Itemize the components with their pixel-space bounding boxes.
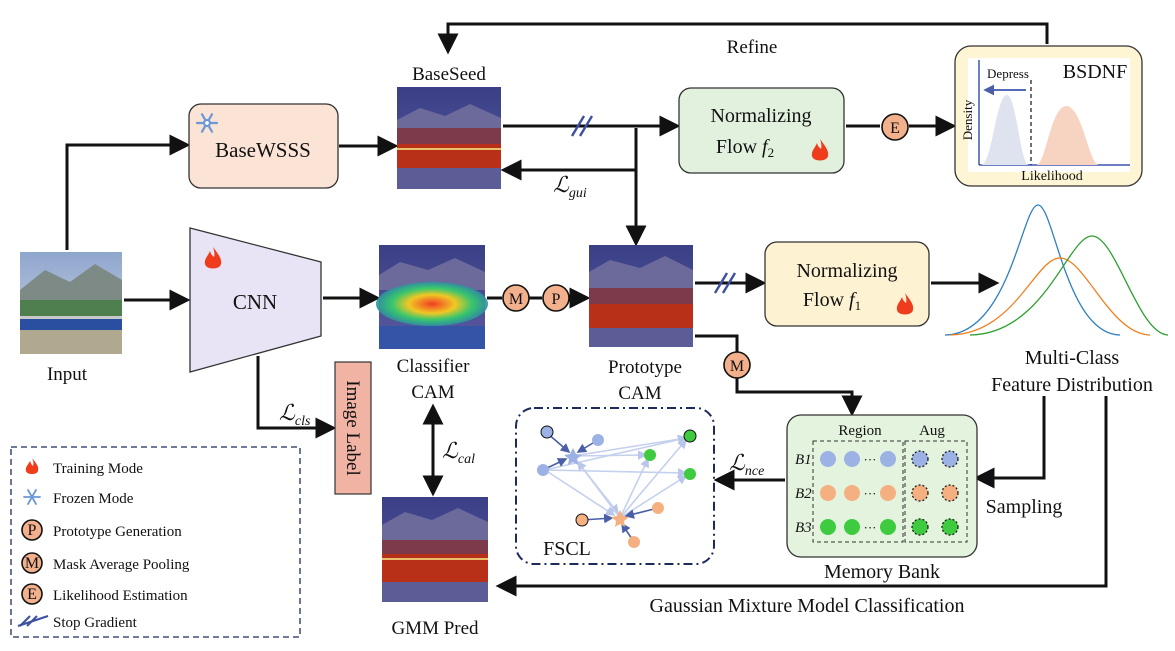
sampling-label: Sampling [986,496,1063,518]
image-label-box [334,361,372,495]
prototype-cam-image [589,245,693,347]
legend-flame-icon [25,458,39,474]
row-b1 [820,450,959,468]
flame-icon [896,293,914,315]
distribution-curve-blue [944,204,1121,336]
loss-cls: ℒcls [279,400,311,429]
depress-label: Depress [987,66,1029,81]
distribution-curve-orange [949,257,1151,336]
nf1-line1: Normalizing [796,260,897,282]
bsdnf-label: BSDNF [1063,61,1127,83]
input-image [20,252,122,354]
basewsss-box [188,103,339,189]
baseseed-label: BaseSeed [412,64,486,85]
legend-p-icon [21,519,43,541]
likelihood-estimation-op [881,113,909,141]
fscl-lines [542,432,688,543]
density-axis-label: Density [960,99,975,140]
legend-likelihood-estimation: Likelihood Estimation [53,588,188,604]
memory-bank-label: Memory Bank [824,561,940,583]
row-b3 [820,518,959,536]
op-p-label: P [552,291,561,308]
distribution-curve-green [969,235,1169,336]
likelihood-axis-label: Likelihood [1021,169,1082,184]
loss-gui: ℒgui [553,172,587,201]
memory-bank-dots [820,450,959,536]
prototype-to-m-arrow [695,334,739,352]
legend-m-glyph: M [25,555,39,572]
gmm-classification-arrow [495,396,1108,597]
nf2-line2: Flow f2 [716,136,774,160]
legend-stop-gradient-icon [17,615,49,627]
bsdnf-curve-right [1036,106,1098,165]
bsdnf-curve-left [981,95,1028,165]
loss-cal: ℒcal [442,438,475,467]
gmm-pred-label: GMM Pred [391,618,479,639]
legend-box [10,446,301,638]
m-to-memory-bank-arrow [735,378,863,417]
flame-icon [204,247,222,269]
refine-label: Refine [727,37,778,58]
multiclass-line2: Feature Distribution [991,374,1153,396]
b1-label: B1 [795,452,812,468]
gmm-classification-label: Gaussian Mixture Model Classification [650,595,965,617]
classifier-cam-line2: CAM [411,382,454,403]
cnn-block [189,227,322,373]
legend-frozen-mode: Frozen Mode [53,491,134,507]
legend-prototype-generation: Prototype Generation [53,524,182,540]
memory-bank-box [786,414,978,558]
stop-gradient-icon [570,115,594,137]
image-label-text: Image Label [342,380,363,475]
row-b2 [820,484,959,502]
region-group [812,440,904,543]
cnn-label: CNN [233,290,277,314]
legend-e-glyph: E [27,586,37,603]
fscl-points [537,425,697,548]
flame-icon [811,139,829,161]
b2-label: B2 [795,486,812,502]
lgui-arrow [500,128,638,181]
sampling-arrow [973,396,1046,489]
b3-dots: ··· [864,520,877,535]
legend-m-icon [21,552,43,574]
prototype-cam-line2: CAM [618,383,661,404]
fscl-label: FSCL [543,538,591,560]
op-e-label: E [890,120,900,137]
nf1-line2: Flow f1 [803,289,861,313]
basewsss-label: BaseWSSS [215,138,311,162]
classifier-cam-image [376,245,488,349]
multi-class-distribution-plot [944,204,1169,336]
b2-dots: ··· [864,486,877,501]
legend-training-mode: Training Mode [53,461,143,477]
refine-arrow [437,22,1049,55]
gmm-pred-image [382,497,488,602]
legend-stop-gradient: Stop Gradient [53,615,138,631]
snowflake-icon [195,113,219,133]
aug-label: Aug [919,423,945,439]
legend-e-icon [21,583,43,605]
normalizing-flow-f1-box [764,241,930,327]
classifier-cam-line1: Classifier [397,356,470,377]
normalizing-flow-f2-box [678,87,845,174]
input-label: Input [47,364,88,385]
aug-group [904,440,968,543]
legend-mask-average-pooling: Mask Average Pooling [53,557,190,573]
op-m-label: M [509,291,523,308]
b3-label: B3 [795,520,812,536]
b1-dots: ··· [864,452,877,467]
multiclass-line1: Multi-Class [1025,347,1120,369]
input-to-basewsss-arrow [65,134,191,250]
legend-snowflake-icon [23,489,41,505]
baseseed-image [397,87,501,189]
nf2-line1: Normalizing [710,105,811,127]
legend-p-glyph: P [28,522,37,539]
stop-gradient-icon [713,272,737,294]
region-label: Region [838,423,882,439]
loss-nce: ℒnce [729,450,764,479]
cnn-to-image-label-arrow [256,356,337,439]
op-m2-label: M [730,358,744,375]
prototype-cam-line1: Prototype [608,357,682,378]
